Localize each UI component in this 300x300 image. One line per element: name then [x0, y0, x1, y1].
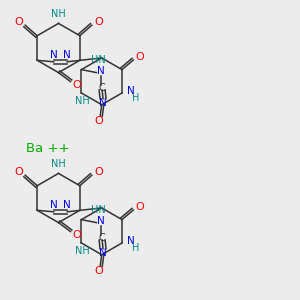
Text: HN: HN — [91, 205, 106, 215]
Text: C: C — [99, 82, 106, 93]
Text: HN: HN — [91, 55, 106, 65]
Text: O: O — [135, 202, 144, 212]
Text: H: H — [132, 243, 139, 254]
Text: C: C — [99, 232, 106, 243]
Text: NH: NH — [75, 96, 89, 106]
Text: O: O — [94, 116, 103, 127]
Text: O: O — [73, 230, 82, 240]
Text: NH: NH — [51, 9, 66, 20]
Text: O: O — [14, 17, 23, 27]
Text: N: N — [127, 86, 135, 97]
Text: N: N — [99, 98, 107, 108]
Text: NH: NH — [75, 246, 89, 256]
Text: N: N — [98, 216, 105, 226]
Text: N: N — [98, 66, 105, 76]
Text: N: N — [99, 248, 107, 258]
Text: O: O — [135, 52, 144, 62]
Text: N: N — [50, 50, 58, 60]
Text: Ba ++: Ba ++ — [26, 142, 69, 155]
Text: N: N — [63, 200, 71, 210]
Text: N: N — [63, 50, 71, 60]
Text: O: O — [94, 17, 103, 27]
Text: NH: NH — [51, 159, 66, 170]
Text: O: O — [94, 266, 103, 277]
Text: O: O — [94, 167, 103, 177]
Text: N: N — [127, 236, 135, 247]
Text: O: O — [14, 167, 23, 177]
Text: H: H — [132, 93, 139, 103]
Text: N: N — [50, 200, 58, 210]
Text: O: O — [73, 80, 82, 90]
